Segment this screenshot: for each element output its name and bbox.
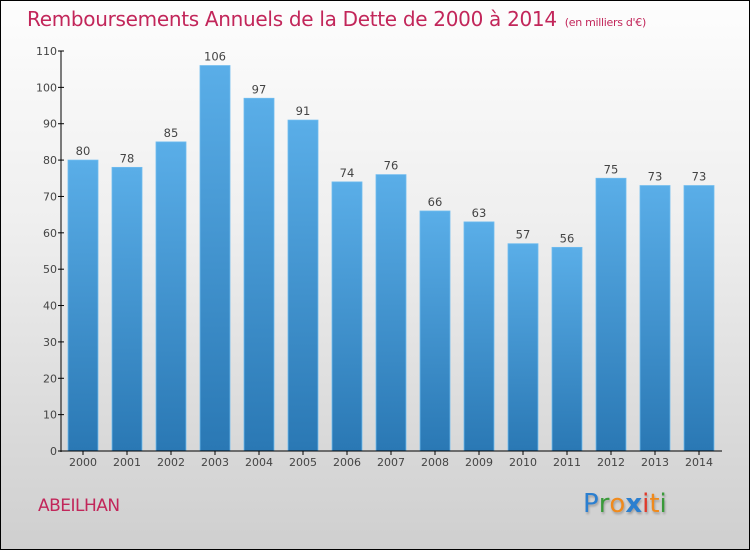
bar-2003 bbox=[199, 65, 231, 452]
bar-2010 bbox=[507, 243, 539, 452]
x-tick-label-2004: 2004 bbox=[245, 456, 273, 469]
bar-2012 bbox=[595, 177, 627, 452]
x-tick-label-2013: 2013 bbox=[641, 456, 669, 469]
bar-2009 bbox=[463, 221, 495, 452]
bar-2002 bbox=[155, 141, 187, 452]
data-label-2005: 91 bbox=[296, 104, 311, 118]
bar-2001 bbox=[111, 166, 143, 452]
data-label-2009: 63 bbox=[472, 206, 487, 220]
data-label-2012: 75 bbox=[604, 162, 619, 176]
x-tick-label-2009: 2009 bbox=[465, 456, 493, 469]
x-tick-label-2000: 2000 bbox=[69, 456, 97, 469]
x-tick-label-2011: 2011 bbox=[553, 456, 581, 469]
y-tick-label-110: 110 bbox=[36, 45, 57, 58]
bars-group: 80 78 85 106 97 91 74 76 66 63 57 56 75 73 73 bbox=[67, 50, 715, 452]
data-label-2003: 106 bbox=[204, 50, 226, 64]
y-axis: 0 10 20 30 40 50 60 70 80 90 100 110 bbox=[36, 45, 64, 458]
y-tick-label-100: 100 bbox=[36, 81, 57, 94]
proxiti-logo[interactable]: Proxiti bbox=[583, 489, 667, 519]
y-tick-label-40: 40 bbox=[43, 300, 57, 313]
y-tick-label-10: 10 bbox=[43, 409, 57, 422]
data-label-2001: 78 bbox=[120, 151, 135, 165]
y-tick-label-60: 60 bbox=[43, 227, 57, 240]
data-label-2007: 76 bbox=[384, 159, 399, 173]
bar-2013 bbox=[639, 185, 671, 452]
logo-letter: t bbox=[649, 489, 660, 519]
data-label-2010: 57 bbox=[516, 228, 531, 242]
x-tick-label-2008: 2008 bbox=[421, 456, 449, 469]
y-tick-label-90: 90 bbox=[43, 118, 57, 131]
x-tick-label-2014: 2014 bbox=[685, 456, 713, 469]
logo-letter: i bbox=[659, 489, 667, 519]
x-tick-label-2012: 2012 bbox=[597, 456, 625, 469]
y-tick-label-50: 50 bbox=[43, 263, 57, 276]
data-label-2014: 73 bbox=[692, 170, 707, 184]
x-tick-label-2002: 2002 bbox=[157, 456, 185, 469]
x-tick-label-2007: 2007 bbox=[377, 456, 405, 469]
logo-letter: P bbox=[583, 489, 599, 519]
chart-title: Remboursements Annuels de la Dette de 20… bbox=[27, 7, 646, 31]
bar-2004 bbox=[243, 97, 275, 452]
logo-letter: x bbox=[625, 489, 643, 519]
data-label-2004: 97 bbox=[252, 82, 267, 96]
bar-2008 bbox=[419, 210, 451, 452]
y-tick-label-0: 0 bbox=[50, 445, 57, 458]
bar-2014 bbox=[683, 185, 715, 452]
y-tick-label-80: 80 bbox=[43, 154, 57, 167]
chart-subtitle: (en milliers d'€) bbox=[564, 16, 646, 29]
x-tick-label-2006: 2006 bbox=[333, 456, 361, 469]
x-axis: 2000 2001 2002 2003 2004 2005 2006 2007 2008 2009… bbox=[61, 450, 722, 469]
chart-title-text: Remboursements Annuels de la Dette de 20… bbox=[27, 7, 557, 31]
data-label-2011: 56 bbox=[560, 231, 575, 245]
bar-2000 bbox=[67, 159, 99, 452]
y-tick-label-70: 70 bbox=[43, 190, 57, 203]
x-tick-label-2001: 2001 bbox=[113, 456, 141, 469]
data-label-2000: 80 bbox=[76, 144, 91, 158]
bar-2011 bbox=[551, 246, 583, 452]
commune-name: ABEILHAN bbox=[38, 496, 120, 516]
y-tick-label-20: 20 bbox=[43, 372, 57, 385]
data-label-2002: 85 bbox=[164, 126, 179, 140]
data-label-2008: 66 bbox=[428, 195, 443, 209]
logo-letter: r bbox=[598, 489, 610, 519]
logo-letter: i bbox=[642, 489, 650, 519]
data-label-2013: 73 bbox=[648, 170, 663, 184]
x-tick-label-2005: 2005 bbox=[289, 456, 317, 469]
x-tick-label-2010: 2010 bbox=[509, 456, 537, 469]
logo-letter: o bbox=[609, 489, 626, 519]
x-tick-label-2003: 2003 bbox=[201, 456, 229, 469]
bar-2007 bbox=[375, 174, 407, 452]
bar-2005 bbox=[287, 119, 319, 452]
data-label-2006: 74 bbox=[340, 166, 355, 180]
y-tick-label-30: 30 bbox=[43, 336, 57, 349]
bar-2006 bbox=[331, 181, 363, 452]
